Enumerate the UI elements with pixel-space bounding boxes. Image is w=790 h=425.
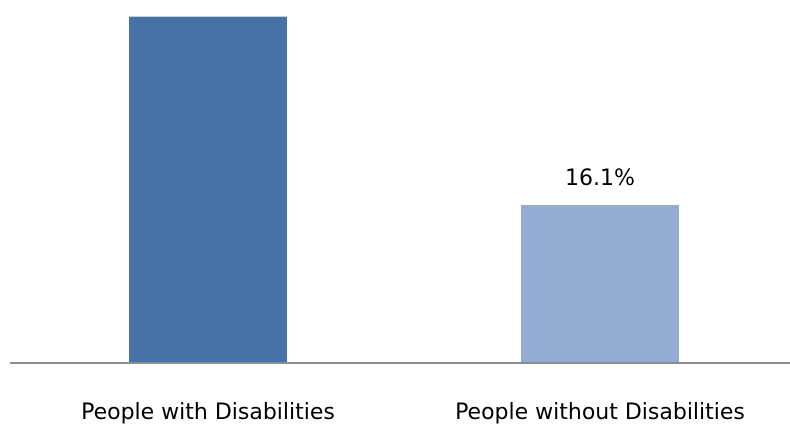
data-labels-group: 35.3% 16.1%	[173, 0, 635, 191]
data-label-2: 16.1%	[565, 166, 635, 191]
data-label-1: 35.3%	[173, 0, 243, 3]
bars-group	[129, 16, 679, 364]
category-label-2: People without Disabilities	[455, 400, 745, 425]
category-label-1: People with Disabilities	[81, 400, 335, 425]
bar-1	[129, 16, 287, 364]
category-labels-group: People with Disabilities People without D…	[81, 400, 745, 425]
bar-2	[521, 205, 679, 363]
